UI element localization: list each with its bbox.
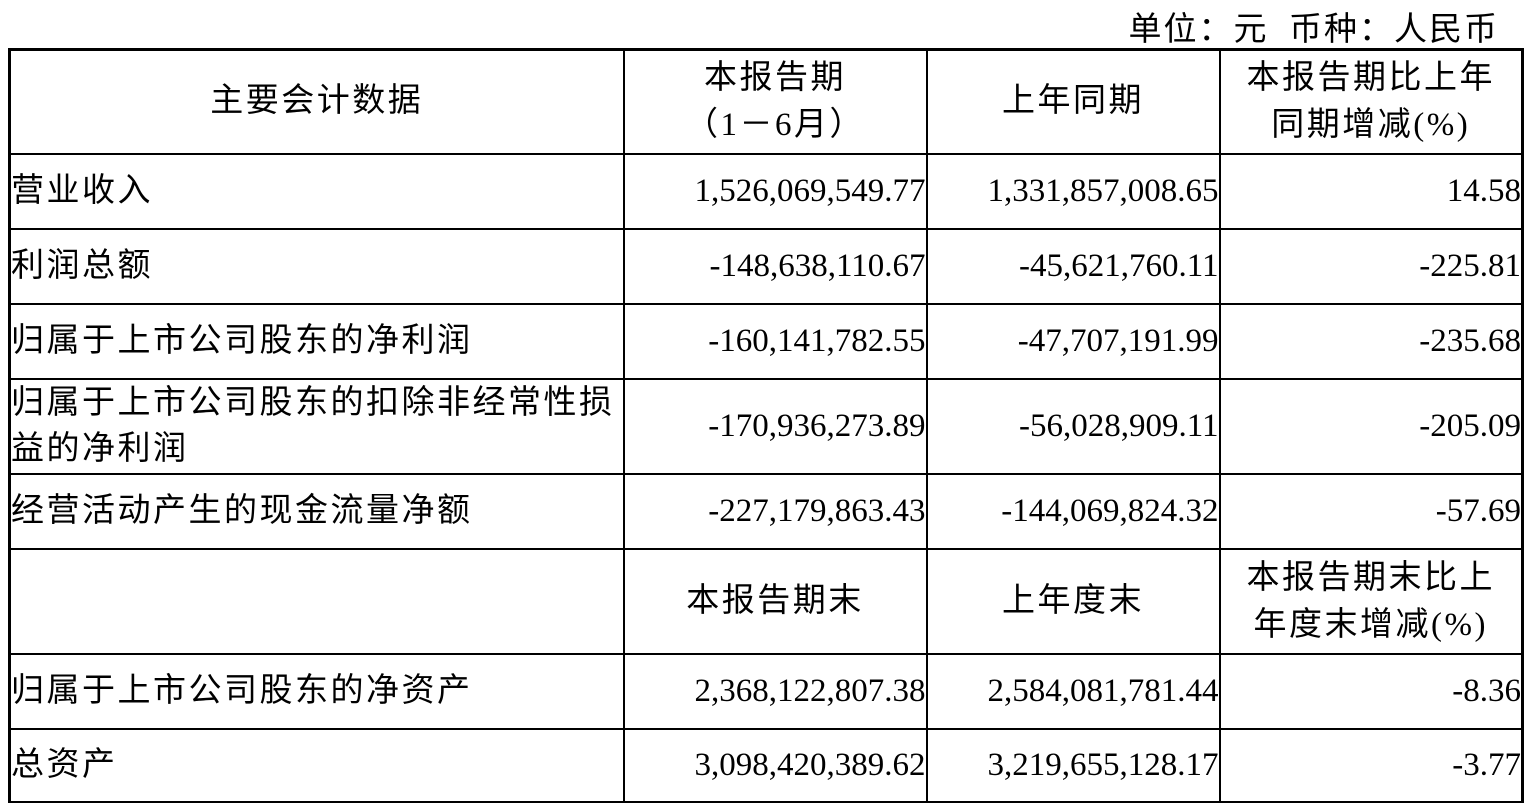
change-percent-value: -57.69 (1218, 473, 1524, 551)
row-label: 营业收入 (8, 152, 625, 230)
header-prior-period-text: 上年同期 (1002, 83, 1144, 120)
current-period-value: 1,526,069,549.77 (622, 152, 928, 230)
header-change-line2: 同期增减(%) (1271, 106, 1471, 143)
unit-currency-note: 单位：元 币种：人民币 (1128, 12, 1499, 48)
subheader-empty-cell (8, 548, 625, 656)
current-period-value: -148,638,110.67 (622, 227, 928, 305)
header-current-period-col: 本报告期 （1－6月） (622, 48, 928, 155)
prior-period-value: -47,707,191.99 (925, 302, 1221, 380)
header-main-label: 主要会计数据 (8, 48, 625, 155)
change-percent-value: 14.58 (1218, 152, 1524, 230)
header-prior-period-col: 上年同期 (925, 48, 1221, 155)
subheader-change-line1: 本报告期末比上 (1246, 559, 1495, 596)
subheader-prior-year-end-col: 上年度末 (925, 548, 1221, 656)
row-label: 归属于上市公司股东的净资产 (8, 653, 625, 731)
subheader-prior-year-end-text: 上年度末 (1002, 583, 1144, 620)
row-label: 利润总额 (8, 227, 625, 305)
change-percent-value: -8.36 (1218, 653, 1524, 731)
table-header-row: 主要会计数据 本报告期 （1－6月） 上年同期 本报告期比上年 同期增减(%) (8, 48, 1524, 155)
row-label: 总资产 (8, 728, 625, 803)
table-row-net-profit: 归属于上市公司股东的净利润 -160,141,782.55 -47,707,19… (8, 302, 1524, 380)
subheader-period-end-text: 本报告期末 (686, 583, 864, 620)
table-row-net-profit-excl-nonrecurring: 归属于上市公司股东的扣除非经常性损益的净利润 -170,936,273.89 -… (8, 377, 1524, 476)
current-period-value: -160,141,782.55 (622, 302, 928, 380)
prior-period-value: 3,219,655,128.17 (925, 728, 1221, 803)
prior-period-value: -56,028,909.11 (925, 377, 1221, 476)
header-main-label-text: 主要会计数据 (210, 83, 424, 120)
change-percent-value: -235.68 (1218, 302, 1524, 380)
current-period-value: -227,179,863.43 (622, 473, 928, 551)
table-row-revenue: 营业收入 1,526,069,549.77 1,331,857,008.65 1… (8, 152, 1524, 230)
prior-period-value: 1,331,857,008.65 (925, 152, 1221, 230)
table-row-total-assets: 总资产 3,098,420,389.62 3,219,655,128.17 -3… (8, 728, 1524, 803)
header-change-col: 本报告期比上年 同期增减(%) (1218, 48, 1524, 155)
prior-period-value: -144,069,824.32 (925, 473, 1221, 551)
header-current-period-line1: 本报告期 (704, 59, 846, 96)
subheader-period-end-col: 本报告期末 (622, 548, 928, 656)
table-subheader-row: 本报告期末 上年度末 本报告期末比上 年度末增减(%) (8, 548, 1524, 656)
prior-period-value: 2,584,081,781.44 (925, 653, 1221, 731)
subheader-change-col: 本报告期末比上 年度末增减(%) (1218, 548, 1524, 656)
row-label: 归属于上市公司股东的扣除非经常性损益的净利润 (8, 377, 625, 476)
header-change-line1: 本报告期比上年 (1246, 59, 1495, 96)
table-row-operating-cash-flow: 经营活动产生的现金流量净额 -227,179,863.43 -144,069,8… (8, 473, 1524, 551)
key-accounting-data-table: 主要会计数据 本报告期 （1－6月） 上年同期 本报告期比上年 同期增减(%) … (8, 48, 1524, 803)
current-period-value: -170,936,273.89 (622, 377, 928, 476)
table-row-total-profit: 利润总额 -148,638,110.67 -45,621,760.11 -225… (8, 227, 1524, 305)
row-label: 归属于上市公司股东的净利润 (8, 302, 625, 380)
change-percent-value: -3.77 (1218, 728, 1524, 803)
change-percent-value: -205.09 (1218, 377, 1524, 476)
subheader-change-line2: 年度末增减(%) (1253, 606, 1488, 643)
current-period-value: 3,098,420,389.62 (622, 728, 928, 803)
table-row-net-assets: 归属于上市公司股东的净资产 2,368,122,807.38 2,584,081… (8, 653, 1524, 731)
prior-period-value: -45,621,760.11 (925, 227, 1221, 305)
change-percent-value: -225.81 (1218, 227, 1524, 305)
header-current-period-line2: （1－6月） (685, 106, 865, 143)
current-period-value: 2,368,122,807.38 (622, 653, 928, 731)
row-label: 经营活动产生的现金流量净额 (8, 473, 625, 551)
